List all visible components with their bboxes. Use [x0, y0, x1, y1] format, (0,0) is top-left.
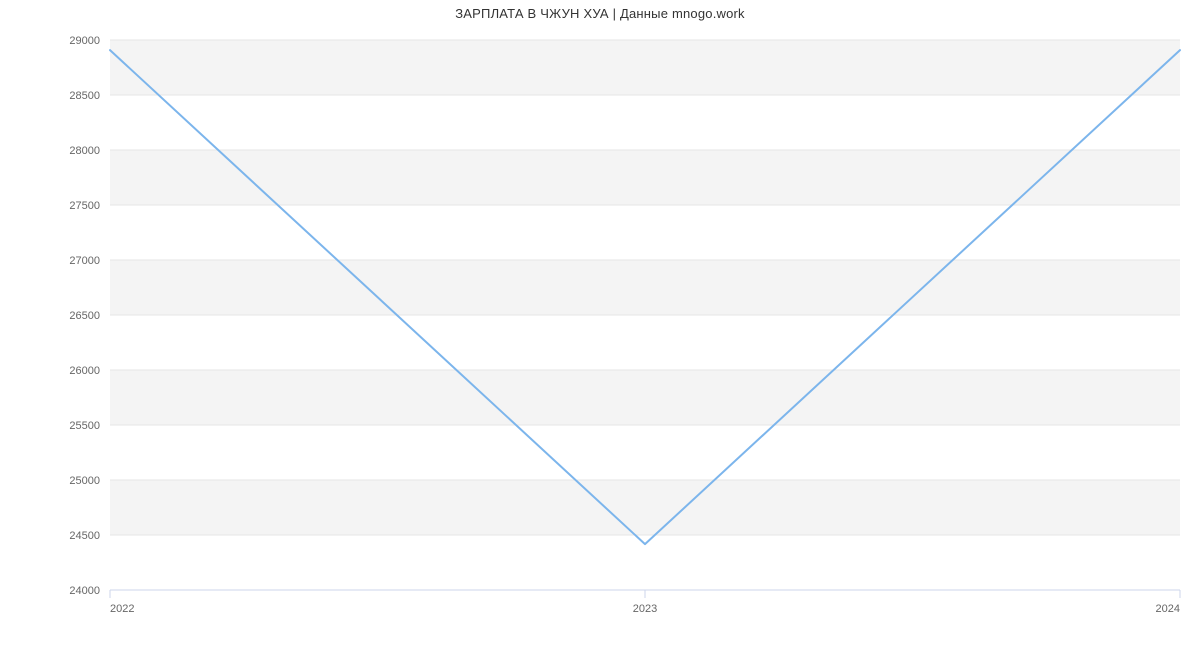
y-tick-label: 26000: [69, 365, 100, 377]
y-tick-label: 27500: [69, 200, 100, 212]
y-tick-label: 24500: [69, 530, 100, 542]
y-tick-label: 25000: [69, 475, 100, 487]
chart-svg: 24000 24500 25000 25500 26000 26500 27000 27500…: [0, 0, 1200, 650]
y-tick-label: 24000: [69, 585, 100, 597]
y-tick-label: 25500: [69, 420, 100, 432]
x-tick-label: 2022: [110, 603, 134, 615]
x-tick-label: 2023: [633, 603, 657, 615]
x-tick-label: 2024: [1156, 603, 1180, 615]
y-tick-label: 28000: [69, 145, 100, 157]
y-tick-label: 26500: [69, 310, 100, 322]
salary-line-chart: ЗАРПЛАТА В ЧЖУН ХУА | Данные mnogo.work …: [0, 0, 1200, 650]
y-tick-label: 29000: [69, 35, 100, 47]
y-tick-label: 27000: [69, 255, 100, 267]
y-tick-label: 28500: [69, 90, 100, 102]
grid-band: [110, 370, 1180, 425]
grid-band: [110, 260, 1180, 315]
grid-band: [110, 150, 1180, 205]
grid-band: [110, 480, 1180, 535]
grid-band: [110, 40, 1180, 95]
chart-title: ЗАРПЛАТА В ЧЖУН ХУА | Данные mnogo.work: [0, 6, 1200, 21]
